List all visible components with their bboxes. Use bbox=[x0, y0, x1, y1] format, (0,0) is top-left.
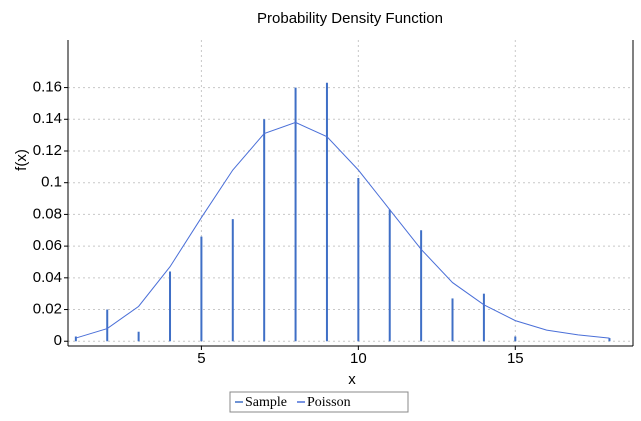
y-tick-label: 0.02 bbox=[33, 301, 62, 318]
y-axis-label: f(x) bbox=[13, 149, 30, 171]
legend-label: Poisson bbox=[307, 395, 351, 410]
y-tick-label: 0.06 bbox=[33, 237, 62, 254]
legend-label: Sample bbox=[245, 395, 287, 410]
chart-title: Probability Density Function bbox=[257, 10, 443, 27]
x-tick-label: 5 bbox=[197, 350, 205, 367]
y-tick-label: 0.14 bbox=[33, 110, 62, 127]
y-tick-label: 0 bbox=[54, 332, 62, 349]
y-tick-label: 0.1 bbox=[41, 174, 62, 191]
y-tick-label: 0.08 bbox=[33, 205, 62, 222]
y-tick-label: 0.12 bbox=[33, 142, 62, 159]
x-axis-label: x bbox=[348, 371, 356, 388]
line bbox=[75, 121, 610, 339]
legend-box bbox=[229, 391, 409, 413]
y-tick-label: 0.04 bbox=[33, 269, 62, 286]
y-tick-label: 0.16 bbox=[33, 79, 62, 96]
x-tick-label: 10 bbox=[350, 350, 367, 367]
x-tick-label: 15 bbox=[507, 350, 524, 367]
